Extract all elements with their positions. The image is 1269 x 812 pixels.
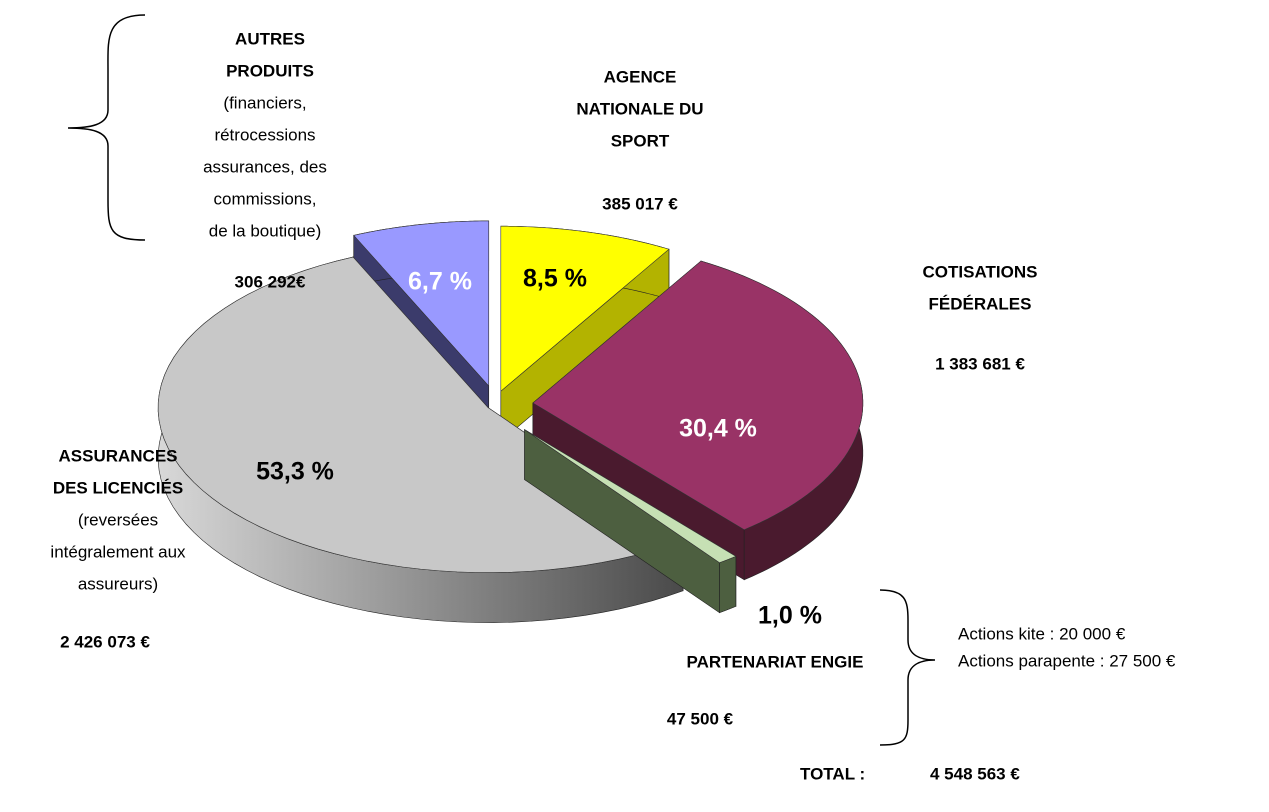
note: Actions kite : 20 000 € bbox=[958, 624, 1126, 643]
category-title: SPORT bbox=[611, 131, 670, 150]
amount: 385 017 € bbox=[602, 194, 678, 213]
category-detail: (financiers, bbox=[223, 93, 306, 112]
amount: 2 426 073 € bbox=[60, 632, 150, 651]
category-detail: (reversées bbox=[78, 510, 158, 529]
category-title: AUTRES bbox=[235, 29, 305, 48]
slice-side bbox=[719, 555, 737, 614]
total-label: TOTAL : bbox=[800, 764, 865, 783]
category-title: DES LICENCIÉS bbox=[53, 478, 183, 497]
pie bbox=[157, 220, 864, 623]
category-title: AGENCE bbox=[604, 67, 677, 86]
category-title: ASSURANCES bbox=[58, 446, 177, 465]
category-title: NATIONALE DU bbox=[576, 99, 703, 118]
note: Actions parapente : 27 500 € bbox=[958, 651, 1176, 670]
value-label: 8,5 % bbox=[523, 265, 587, 293]
brace-right bbox=[879, 589, 936, 746]
amount: 1 383 681 € bbox=[935, 354, 1025, 373]
category-detail: intégralement aux bbox=[50, 542, 186, 561]
slice bbox=[532, 260, 864, 531]
category-detail: de la boutique) bbox=[209, 221, 321, 240]
category-title: COTISATIONS bbox=[923, 262, 1038, 281]
amount: 306 292€ bbox=[235, 272, 306, 291]
value-label: 30,4 % bbox=[679, 415, 757, 443]
category-detail: rétrocessions bbox=[214, 125, 315, 144]
total: 4 548 563 € bbox=[930, 764, 1020, 783]
category-title: FÉDÉRALES bbox=[929, 294, 1032, 313]
brace-left bbox=[67, 14, 146, 241]
slice bbox=[500, 225, 670, 392]
category-detail: commissions, bbox=[214, 189, 317, 208]
category-detail: assurances, des bbox=[203, 157, 327, 176]
slice bbox=[353, 220, 490, 387]
value-label: 53,3 % bbox=[256, 458, 334, 486]
value-label: 1,0 % bbox=[758, 602, 822, 630]
category-title: PRODUITS bbox=[226, 61, 314, 80]
labels: 8,5 % 30,4 % 1,0 % 53,3 % 6,7 % AGENCE NATIONA… bbox=[50, 29, 1175, 783]
amount: 47 500 € bbox=[667, 709, 734, 728]
value-label: 6,7 % bbox=[408, 268, 472, 296]
category-detail: assureurs) bbox=[78, 574, 158, 593]
category-title: PARTENARIAT ENGIE bbox=[687, 652, 864, 671]
slice bbox=[524, 429, 737, 564]
